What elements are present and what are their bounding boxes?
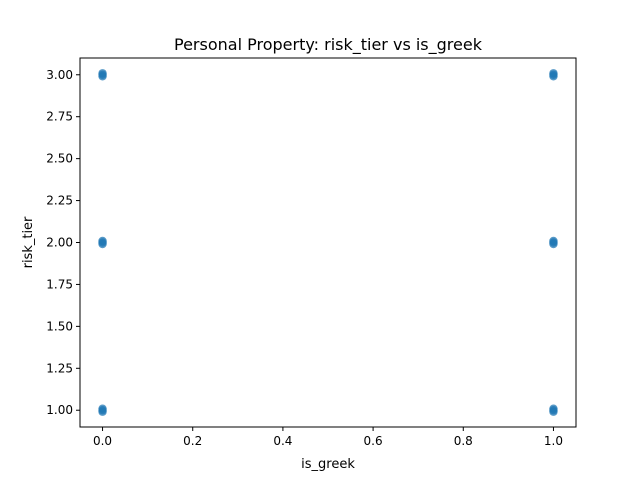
- y-tick-label: 2.25: [46, 194, 73, 208]
- y-axis-label: risk_tier: [21, 216, 36, 268]
- data-point: [549, 407, 558, 416]
- chart-title: Personal Property: risk_tier vs is_greek: [174, 35, 483, 55]
- plot-frame: [79, 57, 577, 428]
- x-tick-label: 1.0: [544, 434, 563, 448]
- x-tick-label: 0.2: [183, 434, 202, 448]
- x-tick-label: 0.4: [273, 434, 292, 448]
- y-axis: 1.00 1.25 1.50 1.75 2.00 2.25 2.50 2.75 3.00: [46, 68, 80, 417]
- data-point: [98, 407, 107, 416]
- x-axis: 0.0 0.2 0.4 0.6 0.8 1.0: [93, 427, 563, 448]
- data-point: [98, 72, 107, 81]
- x-tick-label: 0.8: [454, 434, 473, 448]
- y-tick-label: 1.75: [46, 277, 73, 291]
- x-tick-label: 0.6: [364, 434, 383, 448]
- y-tick-label: 2.00: [46, 236, 73, 250]
- y-tick-label: 2.50: [46, 152, 73, 166]
- x-tick-label: 0.0: [93, 434, 112, 448]
- y-tick-label: 1.00: [46, 403, 73, 417]
- data-point: [549, 239, 558, 249]
- x-axis-label: is_greek: [301, 457, 355, 472]
- y-tick-label: 1.25: [46, 361, 73, 375]
- data-points: [98, 69, 558, 416]
- data-point: [549, 72, 558, 81]
- y-tick-label: 2.75: [46, 110, 73, 124]
- y-tick-label: 3.00: [46, 68, 73, 82]
- y-tick-label: 1.50: [46, 319, 73, 333]
- data-point: [98, 239, 107, 249]
